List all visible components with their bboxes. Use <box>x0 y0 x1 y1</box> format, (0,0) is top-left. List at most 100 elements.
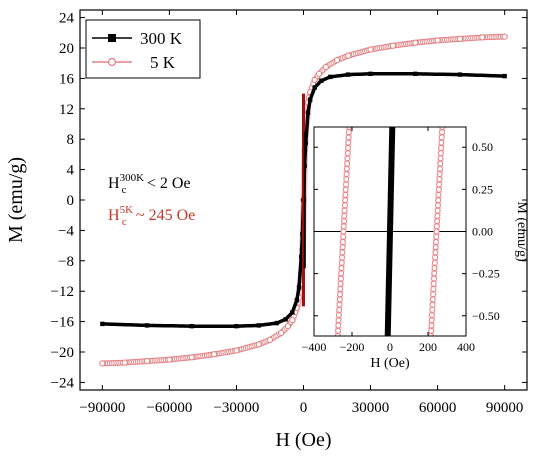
y-tick-label: −20 <box>51 345 74 361</box>
series-5K-datapoint <box>311 76 318 84</box>
inset-5K-point <box>335 322 342 329</box>
series-5K-datapoint <box>367 46 374 53</box>
inset-5K-point <box>433 233 440 240</box>
series-300K-point <box>274 320 279 326</box>
x-tick-label: 30000 <box>352 400 390 416</box>
inset-5K-point <box>343 181 349 188</box>
inset-5K-point <box>342 192 349 198</box>
inset-5K-point <box>339 254 345 261</box>
inset-5K-point <box>431 265 438 271</box>
inset-5K-point <box>432 249 439 256</box>
series-5K-datapoint <box>99 360 106 367</box>
series-300K-point <box>328 74 333 80</box>
inset-5K-point <box>344 160 351 167</box>
inset-5K-point <box>429 301 436 308</box>
series-5K-datapoint <box>211 351 218 358</box>
inset-5K-point <box>437 160 444 167</box>
series-300K-point <box>305 110 311 115</box>
inset-5K-point <box>433 223 440 230</box>
series-300K-point <box>299 254 304 260</box>
x-tick-label: −90000 <box>79 400 125 416</box>
inset-y-tick-label: 0.25 <box>472 182 493 196</box>
inset-5K-point <box>430 286 437 292</box>
series-5K-datapoint <box>479 34 486 41</box>
inset-5K-point <box>336 296 343 303</box>
inset-5K-point <box>432 254 438 261</box>
y-tick-label: −12 <box>51 284 74 300</box>
inset-5K-point <box>337 280 344 287</box>
inset-x-tick-label: 0 <box>387 340 393 354</box>
inset-5K-point <box>340 223 347 230</box>
series-5K-datapoint <box>266 336 274 343</box>
inset-5K-point <box>428 322 435 329</box>
y-tick-label: 20 <box>59 41 74 57</box>
inset-5K-point <box>436 171 443 177</box>
series-300K-point <box>294 298 299 303</box>
inset-5K-point <box>439 129 445 136</box>
series-5K-datapoint <box>345 52 352 59</box>
inset-5K-point <box>439 127 446 130</box>
series-300K-point <box>413 71 418 77</box>
series-5K-datapoint <box>389 42 396 49</box>
inset-5K-point <box>345 139 352 146</box>
inset-5K-point <box>344 165 350 172</box>
series-300K-point <box>256 323 261 328</box>
inset-5K-point <box>437 150 444 156</box>
series-300K-point <box>319 78 324 83</box>
inset-5K-point <box>343 176 350 183</box>
series-5K-datapoint <box>143 358 151 365</box>
series-300K-point <box>296 285 302 290</box>
inset-5K-point <box>346 129 352 136</box>
series-5K-datapoint <box>322 63 329 71</box>
inset-5K-point <box>428 327 434 334</box>
legend-5K-marker <box>107 57 117 67</box>
series-5K-datapoint <box>188 354 195 361</box>
annotation-hc-300K: H300K c < 2 Oe <box>108 172 191 196</box>
inset-x-tick-label: 400 <box>457 340 475 354</box>
inset-5K-point <box>338 270 345 277</box>
y-tick-label: 16 <box>59 71 75 87</box>
inset-5K-point <box>429 307 436 313</box>
inset-5K-point <box>433 228 440 235</box>
y-tick-label: 12 <box>59 102 74 118</box>
inset-5K-point <box>435 202 441 209</box>
y-tick-label: 8 <box>67 132 75 148</box>
inset-5K-point <box>428 317 435 324</box>
inset-5K-point <box>434 218 440 224</box>
series-5K-datapoint <box>233 347 240 354</box>
inset-y-tick-label: 0.00 <box>472 225 493 239</box>
inset-5K-point <box>336 312 342 318</box>
series-300K-point <box>283 317 288 322</box>
inset-5K-point <box>436 176 443 183</box>
series-5K-datapoint <box>333 57 341 64</box>
series-5K-datapoint <box>255 341 262 348</box>
inset-5K-point <box>344 155 351 162</box>
inset-5K-point <box>434 207 441 214</box>
inset-300K-line <box>384 127 396 336</box>
inset-5K-point <box>438 145 444 151</box>
series-5K-datapoint <box>412 39 419 46</box>
inset-5K-point <box>338 260 345 266</box>
inset-y-tick-label: −0.50 <box>472 309 500 323</box>
inset-y-tick-label: 0.50 <box>472 140 493 154</box>
series-5K-datapoint <box>284 323 291 330</box>
inset-5K-point <box>438 134 445 141</box>
inset-5K-point <box>438 139 445 146</box>
inset-x-tick-label: −400 <box>302 340 327 354</box>
inset-5K-point <box>337 291 343 298</box>
inset-5K-point <box>335 317 342 324</box>
inset-x-axis-label: H (Oe) <box>370 356 410 371</box>
y-tick-label: −24 <box>51 375 75 391</box>
inset-y-tick-label: −0.25 <box>472 267 500 281</box>
series-5K-datapoint <box>456 35 464 42</box>
series-300K-point <box>100 321 105 327</box>
inset-5K-point <box>340 228 347 235</box>
inset-5K-point <box>342 202 348 209</box>
annotation-hc-5K: H5K c ~ 245 Oe <box>108 204 195 228</box>
y-tick-label: −8 <box>58 254 74 270</box>
inset-5K-point <box>341 218 347 224</box>
series-300K-point <box>368 71 373 77</box>
y-tick-label: −4 <box>58 223 74 239</box>
series-300K-point <box>290 310 295 315</box>
y-tick-label: 0 <box>67 193 75 209</box>
